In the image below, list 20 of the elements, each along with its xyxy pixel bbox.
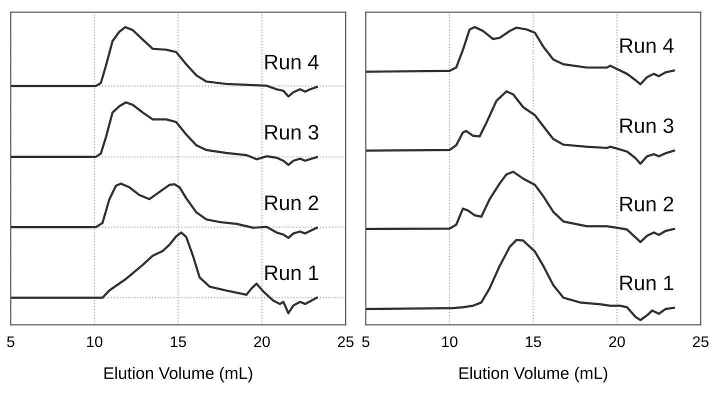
- x-tick-label: 10: [442, 336, 458, 348]
- x-tick-label: 10: [87, 336, 102, 348]
- x-tick-label: 15: [170, 336, 186, 348]
- series-label: Run 1: [620, 276, 674, 290]
- series-label: Run 2: [620, 196, 674, 212]
- x-tick-label: 5: [362, 336, 370, 348]
- series-label: Run 4: [265, 54, 319, 70]
- series-label: Run 4: [620, 38, 674, 54]
- x-tick-label: 20: [609, 336, 625, 348]
- series-label: Run 2: [265, 195, 318, 210]
- x-tick-label: 25: [338, 336, 354, 348]
- series-label: Run 1: [265, 266, 318, 280]
- series-label: Run 3: [265, 124, 318, 140]
- series-label: Run 3: [620, 118, 674, 134]
- x-tick-label: 15: [526, 336, 542, 348]
- x-axis-title: Elution Volume (mL): [460, 366, 608, 382]
- x-tick-label: 5: [7, 336, 14, 348]
- x-tick-label: 25: [692, 336, 709, 348]
- x-axis-title: Elution Volume (mL): [104, 366, 252, 382]
- x-tick-label: 20: [254, 336, 270, 348]
